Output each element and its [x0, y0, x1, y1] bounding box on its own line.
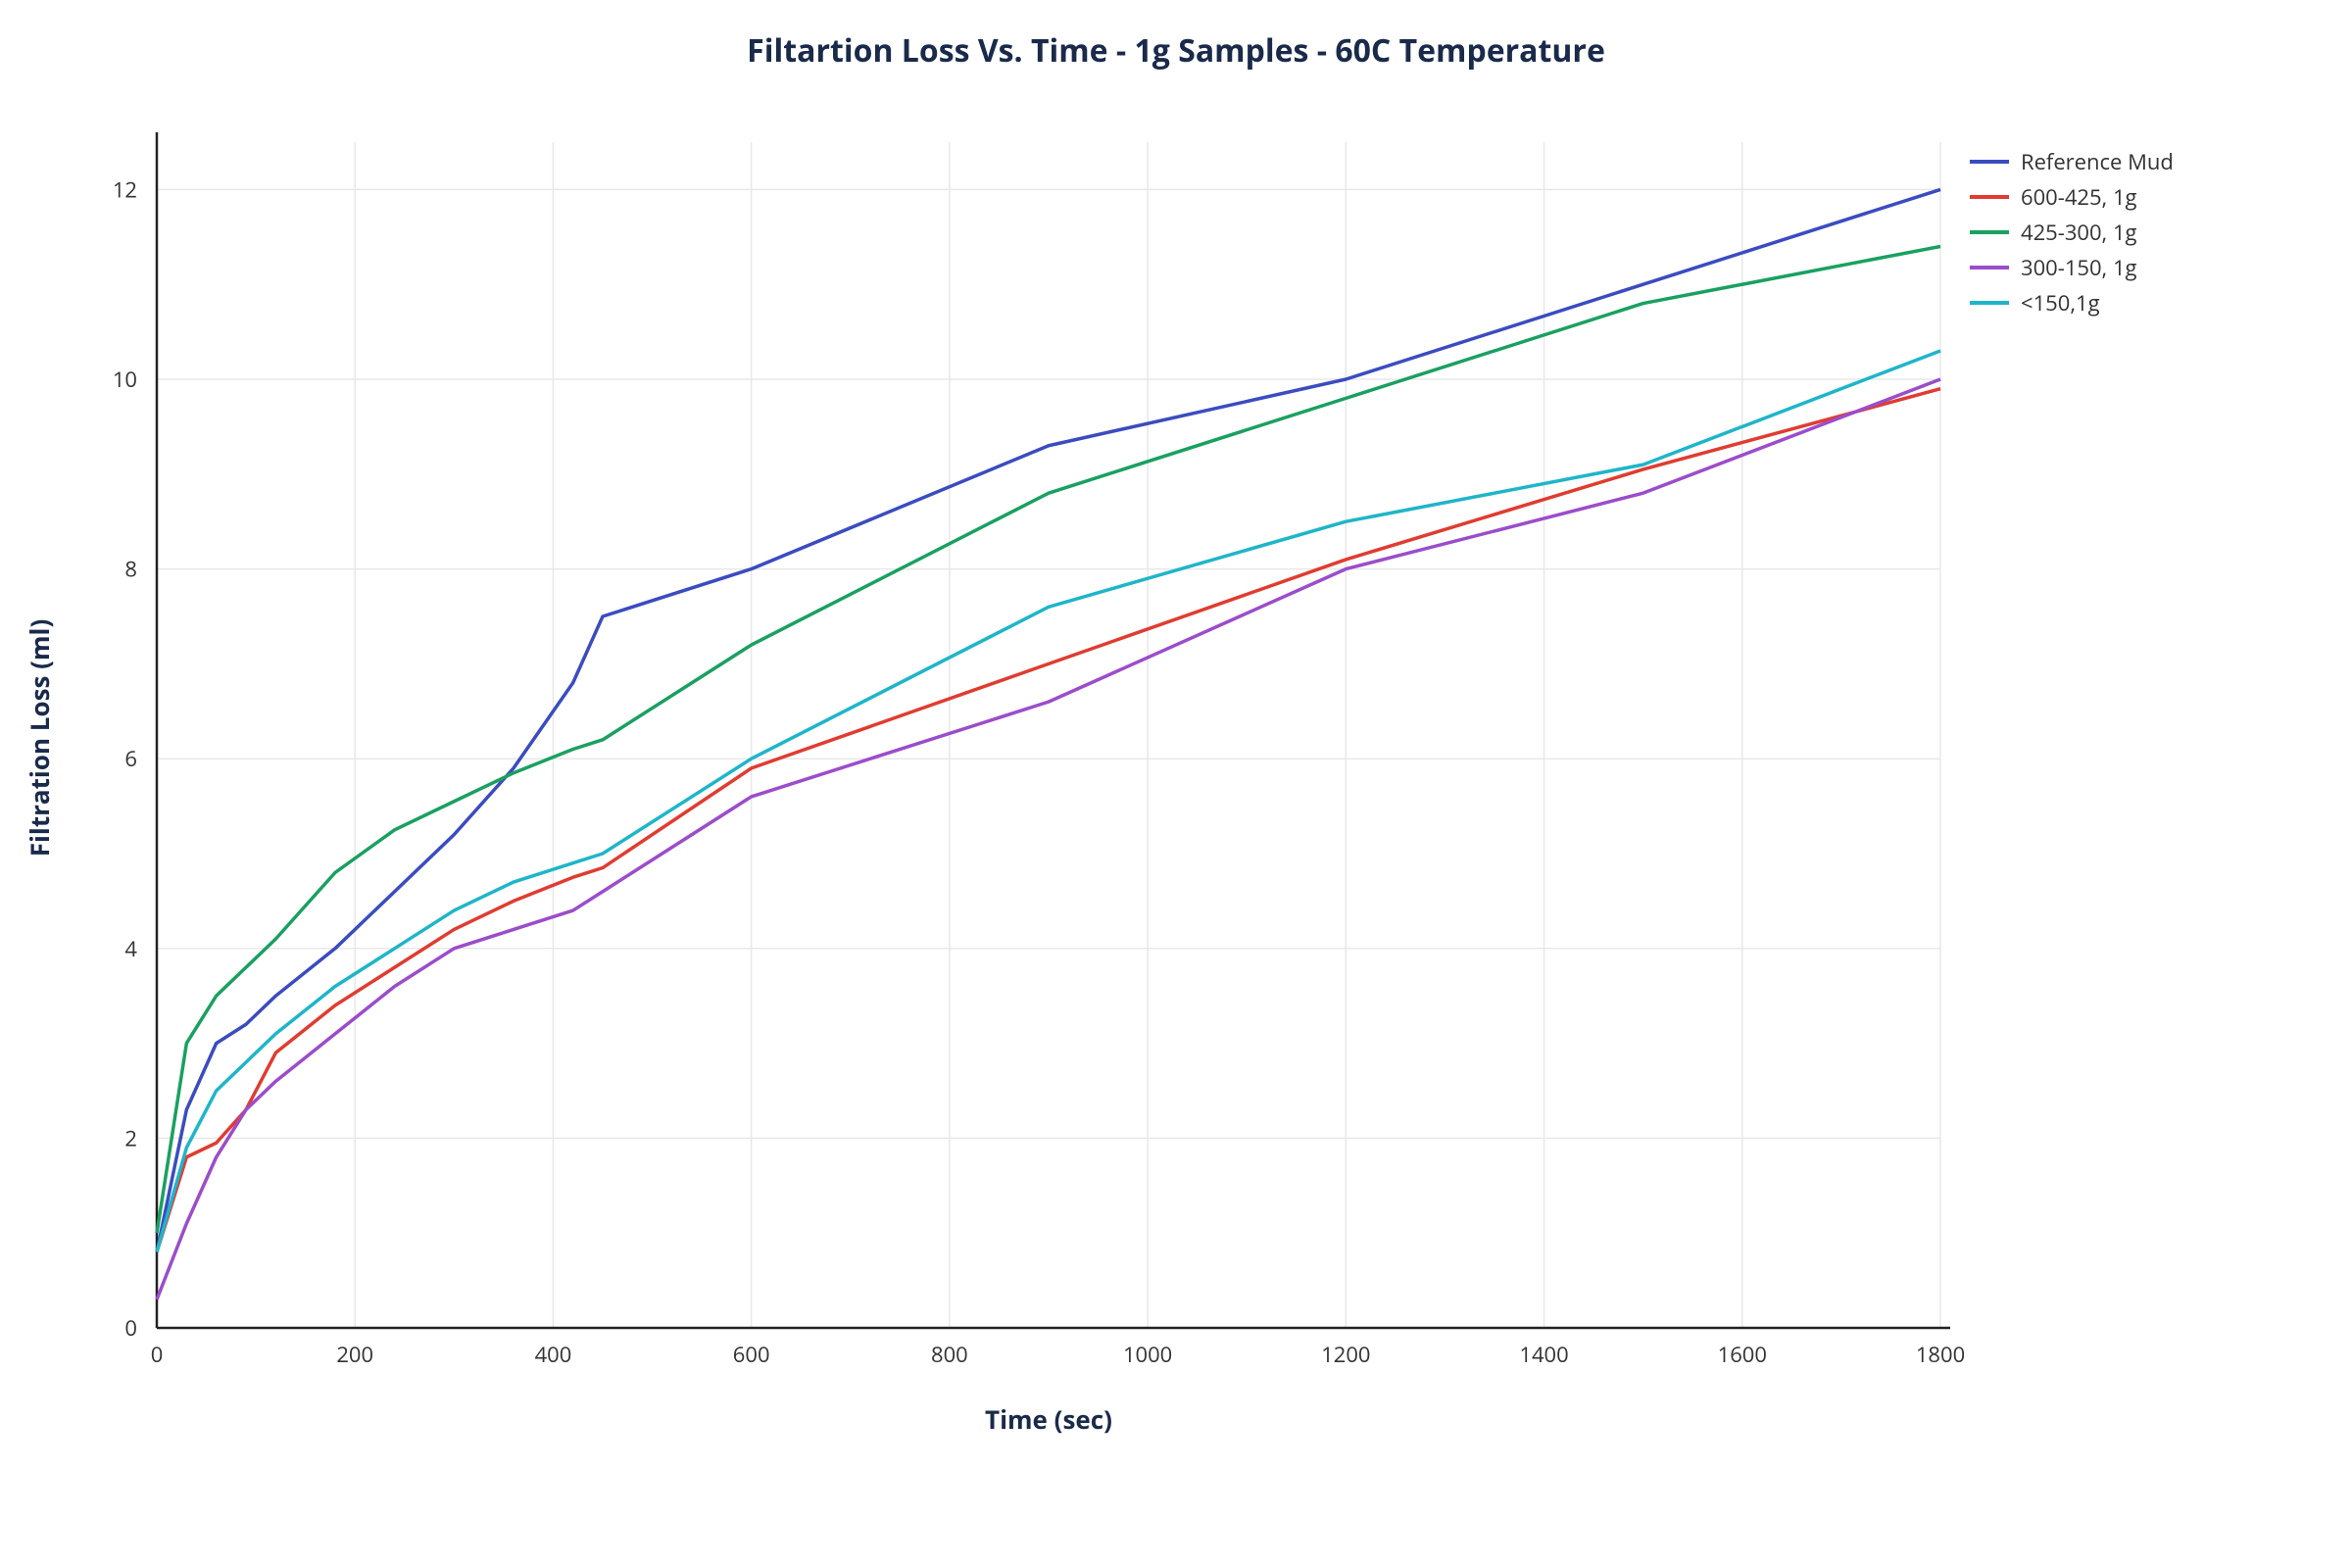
svg-text:10: 10	[113, 365, 137, 394]
svg-text:400: 400	[535, 1340, 572, 1369]
svg-text:200: 200	[336, 1340, 373, 1369]
svg-text:0: 0	[151, 1340, 164, 1369]
chart-container: Filtartion Loss Vs. Time - 1g Samples - …	[0, 0, 2352, 1568]
legend-item[interactable]: 425-300, 1g	[1970, 218, 2174, 247]
svg-text:4: 4	[124, 934, 137, 963]
svg-text:1400: 1400	[1519, 1340, 1568, 1369]
legend-swatch	[1970, 266, 2009, 270]
legend-swatch	[1970, 195, 2009, 199]
svg-text:8: 8	[124, 555, 137, 584]
legend-label: 425-300, 1g	[2021, 218, 2137, 247]
legend-item[interactable]: Reference Mud	[1970, 147, 2174, 176]
legend-item[interactable]: <150,1g	[1970, 288, 2174, 318]
chart-legend: Reference Mud 600-425, 1g 425-300, 1g 300-1…	[1970, 147, 2174, 323]
svg-text:6: 6	[124, 744, 137, 773]
svg-text:1800: 1800	[1916, 1340, 1965, 1369]
svg-text:800: 800	[931, 1340, 968, 1369]
svg-text:12: 12	[113, 174, 137, 204]
legend-label: Reference Mud	[2021, 147, 2174, 176]
svg-text:1000: 1000	[1123, 1340, 1172, 1369]
legend-swatch	[1970, 160, 2009, 164]
svg-text:0: 0	[124, 1313, 137, 1343]
svg-text:2: 2	[124, 1123, 137, 1152]
legend-label: 300-150, 1g	[2021, 253, 2137, 282]
legend-label: <150,1g	[2021, 288, 2100, 318]
legend-swatch	[1970, 301, 2009, 305]
legend-item[interactable]: 600-425, 1g	[1970, 182, 2174, 212]
svg-text:1600: 1600	[1718, 1340, 1767, 1369]
svg-text:600: 600	[733, 1340, 770, 1369]
legend-swatch	[1970, 230, 2009, 234]
legend-item[interactable]: 300-150, 1g	[1970, 253, 2174, 282]
svg-text:1200: 1200	[1321, 1340, 1370, 1369]
legend-label: 600-425, 1g	[2021, 182, 2137, 212]
